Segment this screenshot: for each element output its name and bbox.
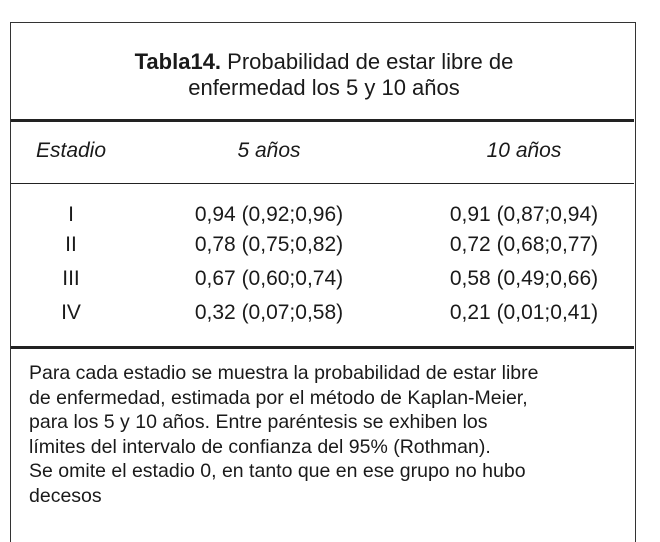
- title-text: Probabilidad de estar libre de enfermeda…: [188, 49, 514, 100]
- column-header: Estadio: [35, 139, 107, 162]
- table-cell: III: [62, 267, 80, 290]
- table-cell: II: [65, 233, 77, 256]
- table-label: Tabla14.: [134, 49, 222, 74]
- table-cell: 0,67 (0,60;0,74): [194, 267, 344, 290]
- note-line: para los 5 y 10 años. Entre paréntesis s…: [29, 411, 488, 433]
- table-cell: 0,94 (0,92;0,96): [194, 203, 344, 226]
- table-cell: 0,32 (0,07;0,58): [194, 301, 344, 324]
- note-line: decesos: [29, 484, 102, 507]
- note-line: límites del intervalo de confianza del 9…: [29, 435, 491, 458]
- table-cell: 0,58 (0,49;0,66): [449, 267, 599, 290]
- column-header: 5 años: [237, 139, 301, 162]
- note-line: Se omite el estadio 0, en tanto que en e…: [29, 460, 526, 482]
- rule: [11, 183, 634, 184]
- rule: [11, 346, 634, 349]
- table-cell: 0,21 (0,01;0,41): [449, 301, 599, 324]
- table-frame: Tabla14. Probabilidad de estar libre de …: [10, 22, 636, 542]
- column-header: 10 años: [486, 139, 562, 162]
- table-cell: IV: [61, 301, 81, 324]
- note-line: de enfermedad, estimada por el método de…: [29, 386, 528, 409]
- table-title: Tabla14. Probabilidad de estar libre de …: [11, 49, 637, 101]
- rule: [11, 119, 634, 122]
- table-note: Para cada estadio se muestra la probabil…: [29, 361, 538, 508]
- table-cell: 0,72 (0,68;0,77): [449, 233, 599, 256]
- table-cell: 0,91 (0,87;0,94): [449, 203, 599, 226]
- table-cell: I: [68, 203, 74, 226]
- note-line: Para cada estadio se muestra la probabil…: [29, 362, 539, 384]
- table-cell: 0,78 (0,75;0,82): [194, 233, 344, 256]
- page: {"header": {"label": "Tabla14.", "title"…: [10, 22, 636, 542]
